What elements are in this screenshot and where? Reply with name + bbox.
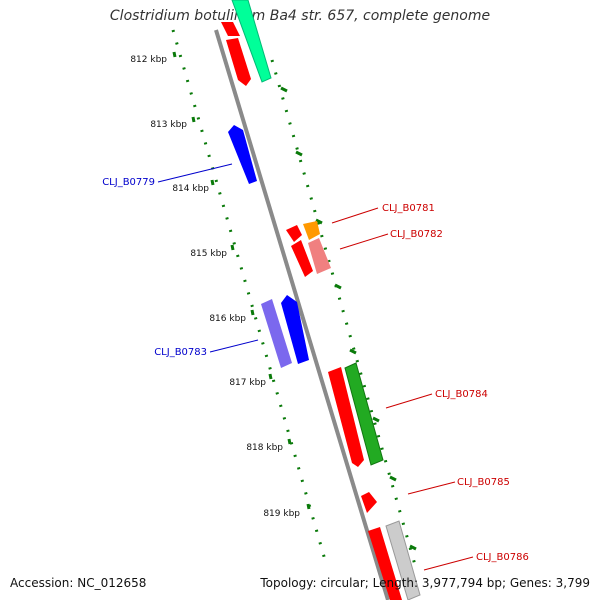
gene-feature-red-b0784[interactable] xyxy=(328,367,364,467)
gene-feature-green-b0784[interactable] xyxy=(344,362,384,466)
gene-feature-gray-b0786[interactable] xyxy=(385,520,421,600)
scale-tick-labels: 812 kbp 813 kbp 814 kbp 815 kbp 816 kbp … xyxy=(130,55,300,519)
left-dotted-ruler xyxy=(171,29,327,561)
left-ruler-major-ticks xyxy=(172,51,311,510)
gene-feature-red-b0786[interactable] xyxy=(368,527,402,600)
tick-label: 815 kbp xyxy=(190,249,227,259)
tick-label: 819 kbp xyxy=(263,509,300,519)
gene-feature-blue-b0779[interactable] xyxy=(228,125,257,184)
map-title: Clostridium botulinum Ba4 str. 657, comp… xyxy=(109,8,491,24)
tick-label: 814 kbp xyxy=(172,184,209,194)
gene-feature-red-top-1[interactable] xyxy=(221,22,240,36)
gene-feature-mint-top[interactable] xyxy=(231,0,272,83)
gene-feature-red-b0782[interactable] xyxy=(291,240,313,277)
gene-feature-blue-b0783[interactable] xyxy=(281,295,309,364)
gene-feature-red-top-2[interactable] xyxy=(226,38,251,86)
gene-feature-orange-b0781[interactable] xyxy=(303,221,320,240)
gene-feature-slate-b0783[interactable] xyxy=(261,299,292,368)
gene-labels-reverse: CLJ_B0779 CLJ_B0783 xyxy=(102,177,207,358)
gene-feature-red-b0785[interactable] xyxy=(361,492,377,513)
gene-label-b0786[interactable]: CLJ_B0786 xyxy=(476,552,529,563)
gene-label-b0779[interactable]: CLJ_B0779 xyxy=(102,177,155,188)
gene-label-b0781[interactable]: CLJ_B0781 xyxy=(382,203,435,214)
topology-text: Topology: circular; Length: 3,977,794 bp… xyxy=(260,576,590,590)
gene-label-b0784[interactable]: CLJ_B0784 xyxy=(435,389,488,400)
tick-label: 817 kbp xyxy=(229,378,266,388)
gene-feature-pink-b0782[interactable] xyxy=(308,238,331,274)
genome-backbone xyxy=(214,29,390,600)
tick-label: 816 kbp xyxy=(209,314,246,324)
tick-label: 812 kbp xyxy=(130,55,167,65)
gene-label-b0785[interactable]: CLJ_B0785 xyxy=(457,477,510,488)
accession-text: Accession: NC_012658 xyxy=(10,576,147,590)
tick-label: 813 kbp xyxy=(150,120,187,130)
tick-label: 818 kbp xyxy=(246,443,283,453)
gene-labels-forward: CLJ_B0781 CLJ_B0782 CLJ_B0784 CLJ_B0785 … xyxy=(382,203,529,563)
gene-feature-red-b0781[interactable] xyxy=(286,225,302,242)
gene-label-b0782[interactable]: CLJ_B0782 xyxy=(390,229,443,240)
gene-label-b0783[interactable]: CLJ_B0783 xyxy=(154,347,207,358)
gene-label-leaders xyxy=(157,163,474,571)
right-ruler-major-ticks xyxy=(280,86,417,551)
